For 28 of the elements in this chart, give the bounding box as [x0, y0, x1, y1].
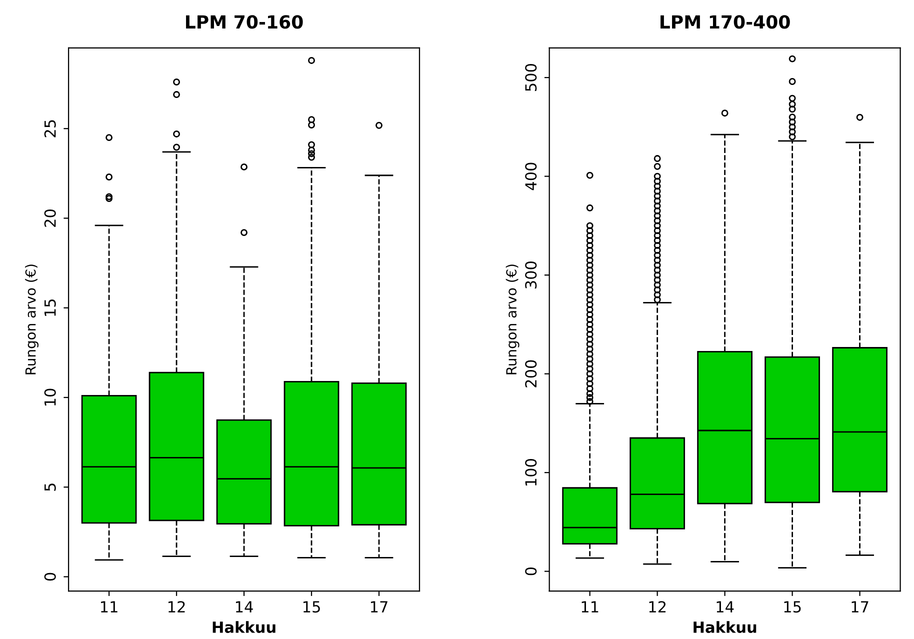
x-tick-label: 17: [852, 601, 868, 612]
y-tick-label: 100: [525, 459, 537, 486]
y-tick-label: 20: [44, 210, 56, 227]
y-tick-label: 10: [44, 388, 56, 406]
y-tick-label: 25: [44, 120, 56, 138]
chart-title: LPM 170-400: [660, 15, 790, 29]
y-tick-label: 15: [44, 299, 56, 316]
y-tick-label: 200: [525, 360, 537, 388]
x-tick-label: 12: [168, 601, 185, 612]
x-tick-label: 11: [582, 601, 598, 612]
y-tick-label: 5: [44, 484, 56, 491]
x-tick-label: 11: [101, 601, 118, 612]
chart-title: LPM 70-160: [186, 15, 303, 29]
y-axis-title: Rungon arvo (€): [506, 264, 520, 374]
y-axis-title: Rungon arvo (€): [25, 264, 38, 374]
x-tick-label: 14: [716, 601, 734, 612]
x-tick-label: 17: [370, 601, 388, 612]
x-axis-title: Hakkuu: [694, 621, 756, 633]
y-tick-label: 300: [525, 261, 537, 288]
x-tick-label: 15: [784, 601, 801, 613]
x-tick-label: 12: [649, 601, 666, 612]
x-axis-title: Hakkuu: [212, 621, 276, 633]
y-tick-label: 0: [44, 572, 56, 581]
y-tick-label: 0: [525, 567, 537, 576]
y-tick-label: 400: [525, 162, 537, 190]
x-tick-label: 14: [236, 601, 253, 612]
y-tick-label: 500: [525, 64, 537, 91]
x-tick-label: 15: [303, 601, 320, 613]
